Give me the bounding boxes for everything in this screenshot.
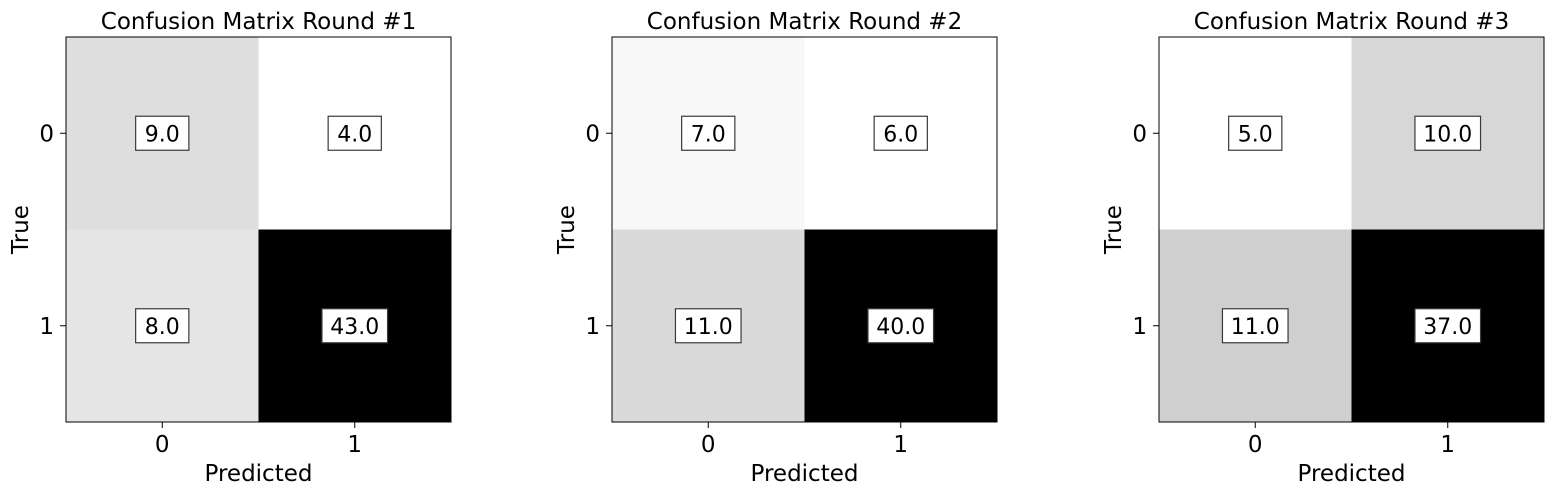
data-label-box-r1-c1 [321,308,389,344]
data-label-r1-c1: 37.0 [1423,315,1472,340]
data-label-box-r0-c0 [135,115,190,151]
x-tick-label-0: 0 [155,432,170,458]
chart-title: Confusion Matrix Round #2 [647,9,962,35]
y-tick-label-0: 0 [39,121,54,147]
data-label-box-r1-c0 [674,308,742,344]
chart-panel-3: 5.0 10.0 11.0 37.0 0 1 0 1 Confusion Matrix Roun… [1101,9,1545,487]
data-label-box-r0-c0 [1228,115,1283,151]
axes-frame [1158,36,1545,423]
data-label-box-r1-c0 [135,308,190,344]
x-tick-label-0: 0 [1248,432,1263,458]
chart-panel-1: 9.0 4.0 8.0 43.0 0 1 0 1 Confusion Matrix Round … [8,9,452,487]
y-tick-label-1: 1 [585,314,600,340]
y-tick-label-1: 1 [39,314,54,340]
y-tick-label-0: 0 [1132,121,1147,147]
y-tick-label-0: 0 [585,121,600,147]
data-label-box-r0-c0 [681,115,736,151]
data-label-r1-c0: 11.0 [1231,315,1280,340]
data-label-r1-c0: 8.0 [145,315,180,340]
data-label-r0-c1: 10.0 [1423,122,1472,147]
x-tick-label-1: 1 [347,432,362,458]
x-axis-label: Predicted [1298,461,1406,487]
data-label-r1-c1: 43.0 [330,315,379,340]
y-tick-label-1: 1 [1132,314,1147,340]
x-tick-label-0: 0 [701,432,716,458]
chart-title: Confusion Matrix Round #1 [101,9,416,35]
y-axis-label: True [554,205,580,255]
data-label-r0-c1: 4.0 [337,122,372,147]
data-label-r1-c1: 40.0 [876,315,925,340]
data-label-box-r0-c1 [873,115,928,151]
data-label-box-r1-c0 [1221,308,1289,344]
data-label-box-r0-c1 [327,115,382,151]
data-label-box-r0-c1 [1414,115,1482,151]
chart-panel-2: 7.0 6.0 11.0 40.0 0 1 0 1 Confusion Matrix Round… [554,9,998,487]
x-tick-label-1: 1 [1440,432,1455,458]
data-label-box-r1-c1 [867,308,935,344]
data-label-r1-c0: 11.0 [684,315,733,340]
data-label-r0-c1: 6.0 [883,122,918,147]
axes-frame [65,36,452,423]
data-label-box-r1-c1 [1414,308,1482,344]
y-axis-label: True [1101,205,1127,255]
data-label-r0-c0: 5.0 [1238,122,1273,147]
axes-frame [611,36,998,423]
chart-title: Confusion Matrix Round #3 [1194,9,1509,35]
x-axis-label: Predicted [205,461,313,487]
data-label-r0-c0: 7.0 [691,122,726,147]
y-axis-label: True [8,205,34,255]
x-tick-label-1: 1 [893,432,908,458]
x-axis-label: Predicted [751,461,859,487]
data-label-r0-c0: 9.0 [145,122,180,147]
